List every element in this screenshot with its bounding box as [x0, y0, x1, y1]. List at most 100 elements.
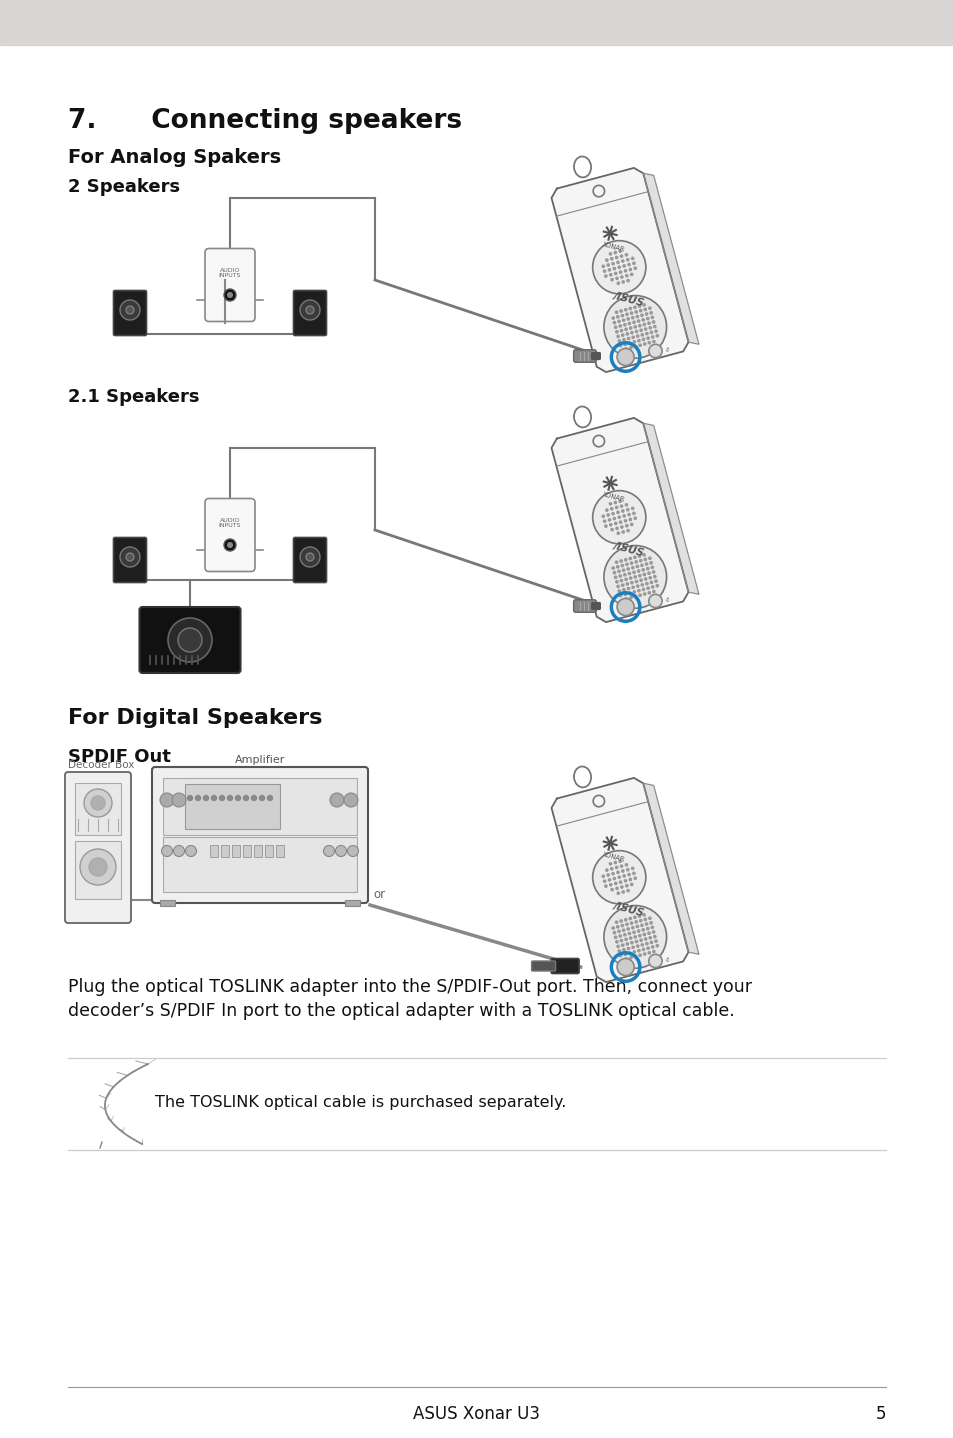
Circle shape: [609, 253, 611, 255]
Circle shape: [628, 932, 630, 935]
Circle shape: [603, 880, 605, 883]
Circle shape: [638, 949, 639, 952]
Circle shape: [629, 577, 631, 580]
Circle shape: [641, 319, 643, 321]
Circle shape: [593, 436, 604, 447]
Circle shape: [645, 582, 647, 585]
Bar: [75, 784, 121, 835]
Circle shape: [648, 917, 650, 919]
Circle shape: [616, 887, 618, 890]
Circle shape: [627, 263, 630, 266]
Text: For Digital Speakers: For Digital Speakers: [68, 707, 322, 728]
Circle shape: [616, 926, 618, 928]
Circle shape: [626, 869, 628, 871]
Circle shape: [185, 846, 196, 857]
Circle shape: [647, 322, 649, 325]
Circle shape: [646, 948, 649, 949]
Circle shape: [605, 869, 607, 871]
Circle shape: [637, 569, 639, 572]
Circle shape: [618, 339, 619, 342]
Circle shape: [252, 795, 256, 801]
Circle shape: [603, 521, 605, 522]
Text: ♁: ♁: [663, 597, 669, 603]
Circle shape: [347, 846, 358, 857]
Text: /ISUS: /ISUS: [611, 541, 643, 558]
Circle shape: [639, 919, 641, 922]
Circle shape: [617, 532, 618, 535]
Bar: [163, 778, 356, 835]
Circle shape: [640, 925, 642, 926]
Circle shape: [629, 938, 631, 939]
Circle shape: [645, 313, 647, 315]
Circle shape: [634, 955, 636, 958]
Circle shape: [620, 925, 623, 926]
Circle shape: [619, 309, 621, 312]
FancyBboxPatch shape: [573, 600, 596, 613]
Circle shape: [623, 594, 626, 595]
Text: 2 Speakers: 2 Speakers: [68, 178, 180, 196]
Circle shape: [91, 797, 105, 810]
Bar: [221, 846, 229, 857]
Circle shape: [227, 542, 233, 548]
Circle shape: [615, 331, 618, 334]
Circle shape: [624, 348, 627, 349]
Circle shape: [603, 296, 666, 358]
Circle shape: [606, 874, 609, 876]
FancyBboxPatch shape: [113, 538, 147, 582]
Text: XONAR: XONAR: [601, 851, 625, 863]
Circle shape: [650, 942, 652, 943]
Text: 2.1 Speakers: 2.1 Speakers: [68, 388, 199, 406]
Circle shape: [614, 936, 617, 939]
Circle shape: [644, 328, 646, 331]
Circle shape: [639, 309, 641, 312]
Circle shape: [617, 282, 618, 285]
Circle shape: [160, 792, 173, 807]
Circle shape: [243, 795, 248, 801]
Circle shape: [623, 933, 625, 936]
Circle shape: [642, 574, 645, 575]
Circle shape: [640, 584, 642, 585]
Circle shape: [650, 331, 652, 334]
Circle shape: [621, 510, 623, 512]
Circle shape: [651, 946, 653, 948]
Circle shape: [656, 945, 658, 946]
Circle shape: [630, 332, 633, 334]
Circle shape: [330, 792, 344, 807]
Circle shape: [636, 335, 639, 336]
Bar: [75, 841, 121, 899]
Circle shape: [640, 313, 642, 316]
Text: ♁: ♁: [663, 347, 669, 352]
Circle shape: [634, 575, 636, 578]
Circle shape: [623, 344, 626, 345]
Circle shape: [610, 529, 613, 531]
Bar: [160, 900, 174, 906]
Circle shape: [615, 581, 618, 582]
Circle shape: [638, 555, 640, 557]
Circle shape: [178, 628, 202, 651]
Circle shape: [646, 336, 649, 339]
Circle shape: [624, 309, 626, 311]
Circle shape: [621, 531, 623, 533]
Circle shape: [621, 280, 623, 283]
Circle shape: [323, 846, 335, 857]
Bar: [185, 784, 280, 828]
Circle shape: [609, 503, 611, 505]
Circle shape: [604, 525, 606, 528]
Circle shape: [630, 942, 633, 943]
Circle shape: [619, 255, 622, 257]
Circle shape: [611, 873, 614, 874]
Circle shape: [625, 923, 627, 926]
Circle shape: [618, 521, 621, 523]
FancyBboxPatch shape: [573, 349, 596, 362]
Bar: [275, 846, 284, 857]
Circle shape: [640, 943, 642, 946]
Circle shape: [623, 270, 626, 272]
Circle shape: [619, 329, 622, 332]
Polygon shape: [642, 784, 699, 955]
Text: decoder’s S/PDIF In port to the optical adapter with a TOSLINK optical cable.: decoder’s S/PDIF In port to the optical …: [68, 1002, 734, 1020]
Circle shape: [648, 955, 661, 968]
Circle shape: [633, 341, 635, 344]
Circle shape: [637, 930, 639, 932]
Text: ♁: ♁: [663, 956, 669, 963]
Circle shape: [650, 581, 652, 584]
